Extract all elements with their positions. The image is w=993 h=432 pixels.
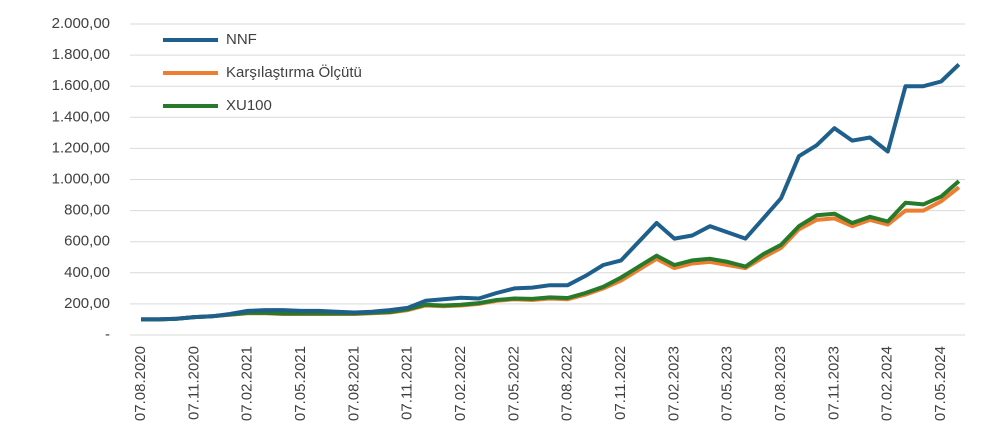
- y-tick-label: 800,00: [64, 202, 110, 219]
- x-tick-label: 07.11.2023: [825, 346, 842, 420]
- series-line: [141, 179, 961, 322]
- x-tick-label: 07.08.2020: [132, 346, 149, 421]
- y-tick-label: 1.400,00: [52, 108, 110, 125]
- x-tick-label: 07.02.2024: [879, 346, 896, 421]
- x-tick-label: 07.02.2023: [665, 346, 682, 421]
- y-tick-label: 200,00: [64, 295, 110, 312]
- y-tick-label: 2.000,00: [52, 15, 110, 32]
- series-line: [141, 185, 961, 322]
- x-tick-label: 07.05.2024: [932, 346, 949, 421]
- x-tick-label: 07.11.2022: [612, 346, 629, 420]
- series-line: [141, 62, 961, 322]
- x-tick-label: 07.11.2021: [399, 346, 416, 420]
- y-tick-label: 1.800,00: [52, 46, 110, 63]
- x-tick-label: 07.08.2023: [772, 346, 789, 421]
- y-tick-label: 400,00: [64, 264, 110, 281]
- y-tick-label: -: [105, 326, 110, 343]
- y-tick-label: 600,00: [64, 233, 110, 250]
- y-tick-label: 1.000,00: [52, 170, 110, 187]
- x-tick-label: 07.05.2022: [505, 346, 522, 421]
- x-tick-label: 07.11.2020: [185, 346, 202, 420]
- x-tick-label: 07.05.2023: [719, 346, 736, 421]
- legend-label: Karşılaştırma Ölçütü: [226, 63, 362, 81]
- x-tick-label: 07.05.2021: [292, 346, 309, 421]
- x-tick-label: 07.02.2021: [239, 346, 256, 421]
- x-tick-label: 07.08.2022: [559, 346, 576, 421]
- x-tick-label: 07.02.2022: [452, 346, 469, 421]
- y-tick-label: 1.200,00: [52, 139, 110, 156]
- y-tick-label: 1.600,00: [52, 77, 110, 94]
- legend-label: XU100: [226, 97, 272, 114]
- x-tick-label: 07.08.2021: [345, 346, 362, 421]
- legend-label: NNF: [226, 31, 257, 48]
